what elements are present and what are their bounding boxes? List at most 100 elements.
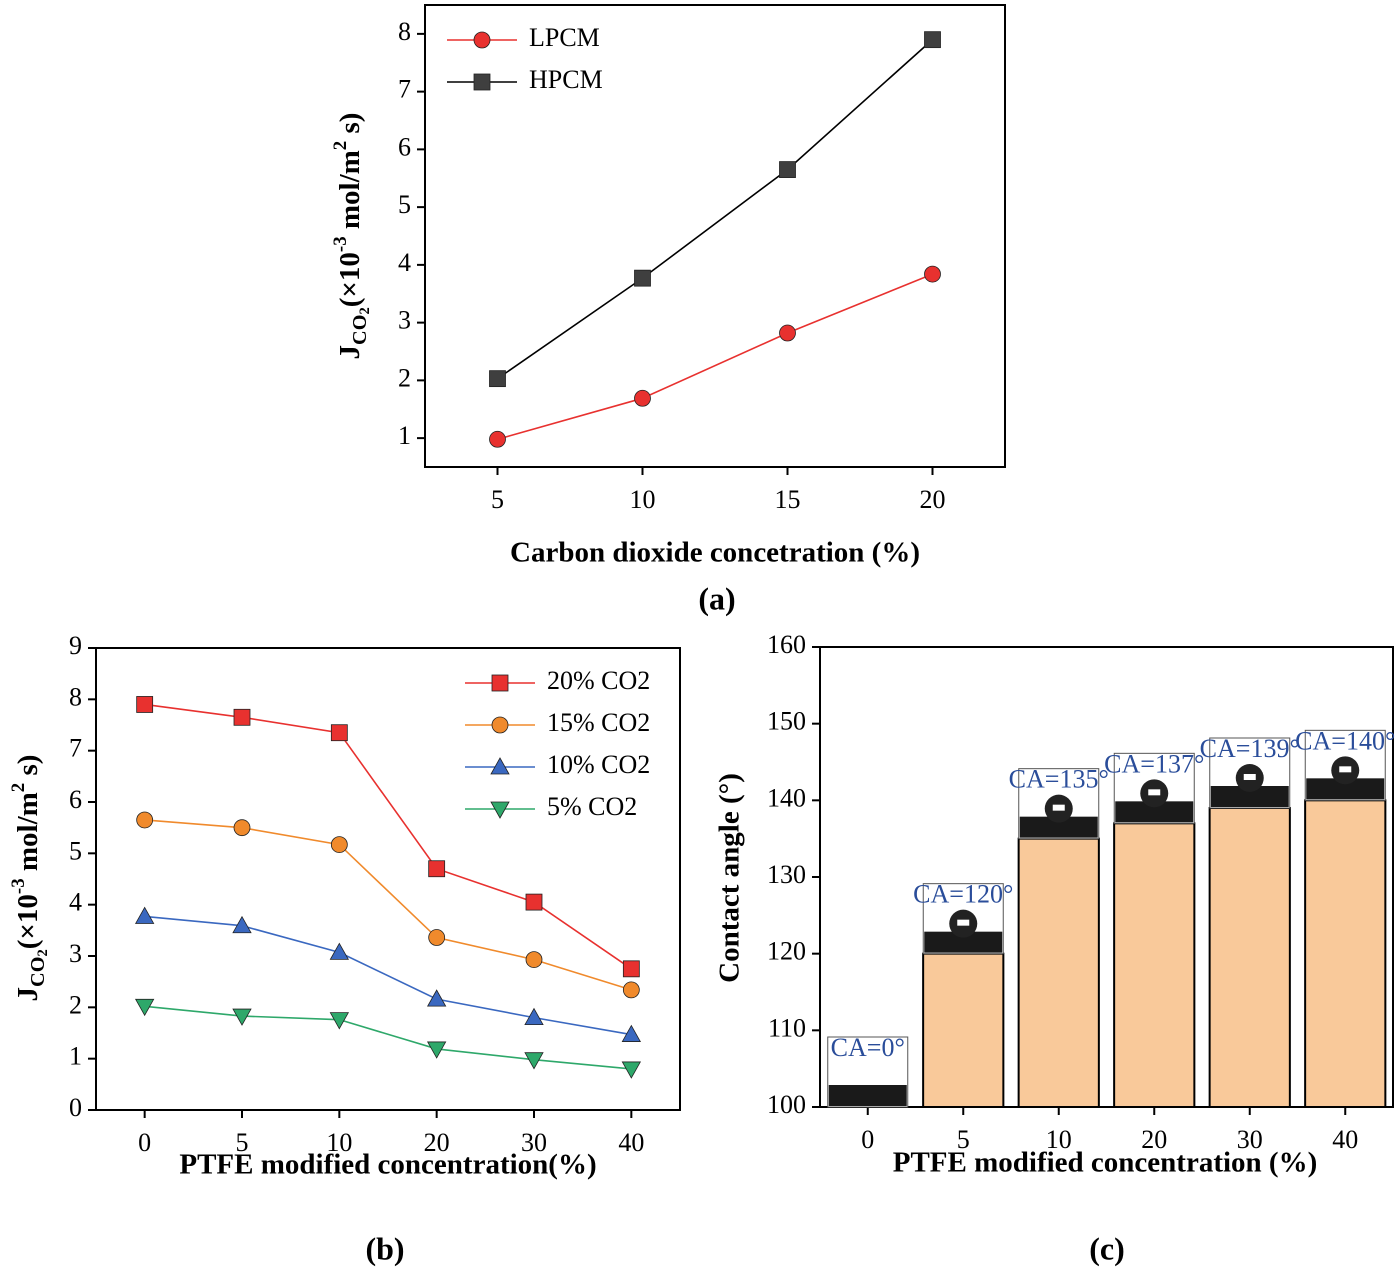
marker [524,1007,544,1025]
marker [924,31,941,49]
y-label-part: 2 [357,307,373,314]
x-tick-label: 40 [618,1128,644,1157]
caption: (c) [1089,1230,1125,1266]
marker [490,801,510,819]
series-line [144,703,632,970]
marker [136,696,154,713]
x-tick-label: 5 [957,1125,970,1154]
y-tick-label: 4 [69,888,82,917]
annotation: CA=120° [913,880,1013,909]
y-label-part: -3 [330,236,351,252]
y-tick-label: 4 [398,248,411,277]
marker [524,1052,544,1070]
marker [428,929,446,946]
marker [622,960,640,978]
caption: (b) [365,1230,404,1266]
legend-label: 5% CO2 [547,792,637,821]
x-tick-label: 30 [1237,1125,1263,1154]
y-tick-label: 2 [69,990,82,1019]
marker [134,906,155,924]
marker [233,708,251,726]
y-tick-label: 7 [69,734,82,763]
y-label-part: J [12,987,44,1002]
inset-glint [1052,804,1065,811]
inset-surface [1115,801,1194,823]
legend-label: LPCM [529,23,600,52]
marker [473,73,491,91]
series-line [144,1005,632,1070]
y-label-part: 2 [330,141,351,150]
legend-label: 10% CO2 [547,750,650,779]
x-tick-label: 20 [1141,1125,1167,1154]
y-tick-label: 1 [398,421,411,450]
y-label-part: 2 [8,783,29,792]
marker [330,724,348,742]
x-tick-label: 20 [920,485,946,514]
inset-surface [924,931,1003,953]
x-axis-label: PTFE modified concentration (%) [893,1147,1317,1179]
y-tick-label: 100 [767,1090,806,1119]
marker [329,1012,350,1030]
series-line [144,915,632,1036]
series-line [497,273,933,441]
y-tick-label: 5 [69,836,82,865]
legend-label: HPCM [529,65,603,94]
annotation: CA=0° [831,1033,905,1062]
y-tick-label: 6 [69,785,82,814]
y-tick-label: 3 [69,939,82,968]
series-line [497,39,934,380]
inset-glint [957,919,970,926]
inset-surface [1306,778,1385,800]
series-line [144,819,632,991]
bar [1208,807,1291,1108]
bar [1113,822,1196,1108]
y-tick-label: 8 [398,17,411,46]
marker [634,269,651,287]
x-tick-label: 0 [138,1128,151,1157]
y-label-part: CO [27,957,49,987]
marker [232,915,252,934]
marker [621,1024,642,1042]
x-tick-label: 30 [521,1128,547,1157]
caption: (a) [698,580,735,616]
inset-glint [1148,789,1161,796]
x-tick-label: 5 [491,485,504,514]
y-tick-label: 140 [767,783,806,812]
y-label-part: s) [12,755,44,783]
bar [1017,837,1100,1109]
marker [634,389,651,407]
y-tick-label: 130 [767,860,806,889]
x-tick-label: 10 [326,1128,352,1157]
annotation: CA=137° [1104,749,1204,778]
legend-label: 20% CO2 [547,666,650,695]
annotation: CA=139° [1200,734,1300,763]
bar [1304,799,1387,1108]
x-tick-label: 10 [630,485,656,514]
y-tick-label: 160 [767,630,806,659]
x-tick-label: 5 [236,1128,249,1157]
marker [134,998,155,1017]
marker [489,370,506,388]
x-tick-label: 20 [424,1128,450,1157]
y-label-part: mol/m [334,150,366,236]
marker [489,430,506,448]
plot-frame [95,647,681,1111]
y-axis-label: JCO2(×10-3 mol/m2 s) [330,113,373,360]
y-label-part: -3 [8,878,29,894]
marker [232,1008,252,1026]
x-tick-label: 0 [861,1125,874,1154]
y-label-part: (×10 [12,894,44,949]
y-label-part: J [334,345,366,360]
y-tick-label: 0 [69,1093,82,1122]
marker [525,893,543,911]
inset-surface [1210,786,1289,807]
y-tick-label: 6 [398,132,411,161]
y-axis-label: Contact angle (°) [714,773,746,983]
annotation: CA=140° [1295,726,1395,755]
marker [924,265,941,283]
y-tick-label: 2 [398,363,411,392]
annotation: CA=135° [1009,765,1109,794]
x-tick-label: 15 [775,485,801,514]
y-label-part: 2 [35,949,51,956]
